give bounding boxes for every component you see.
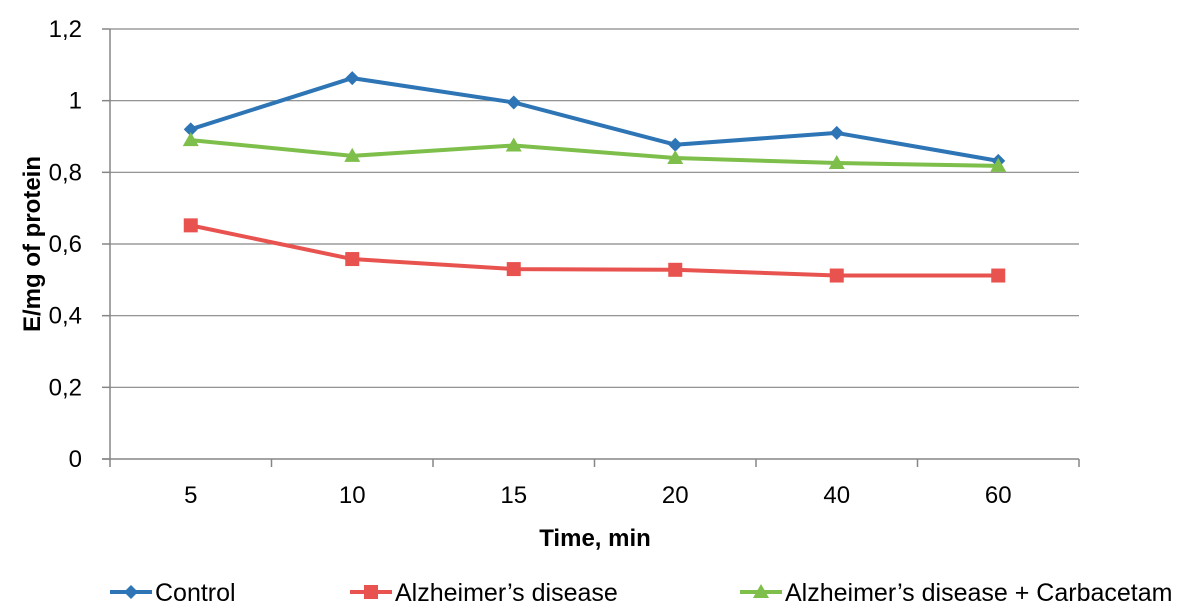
axes	[102, 29, 1079, 460]
series-line	[190, 223, 999, 278]
x-axis-title: Time, min	[539, 525, 651, 552]
x-tick-labels: 5 10 15 20 40 60	[109, 459, 1080, 509]
data-point	[183, 122, 198, 137]
data-point	[990, 157, 1007, 172]
y-tick-label: 0,2	[49, 374, 82, 401]
data-point	[182, 132, 199, 147]
data-point	[505, 137, 522, 152]
y-tick-label: 0,8	[49, 159, 82, 186]
legend-label: Alzheimer’s disease	[395, 579, 618, 604]
x-tick-label: 15	[500, 482, 527, 509]
y-axis-title: E/mg of protein	[19, 156, 46, 332]
legend-marker	[124, 585, 138, 599]
y-tick-label: 0,6	[49, 231, 82, 258]
series-0	[183, 71, 1006, 168]
x-tick-label: 10	[339, 482, 366, 509]
y-tick-labels: 0 0,2 0,4 0,6 0,8 1 1,2	[49, 16, 82, 473]
legend-label: Control	[155, 579, 236, 604]
data-point	[991, 268, 1006, 283]
data-point	[344, 147, 361, 162]
data-point	[506, 262, 521, 277]
x-tick-label: 20	[662, 482, 689, 509]
data-point	[345, 252, 360, 267]
series-layer	[182, 71, 1007, 283]
y-tick-label: 1,2	[49, 16, 82, 43]
x-tick-label: 5	[184, 482, 197, 509]
data-point	[667, 150, 684, 164]
data-point	[183, 218, 198, 233]
data-point	[829, 268, 844, 283]
legend-item: Alzheimer’s disease	[350, 579, 618, 604]
gridlines	[102, 28, 1079, 460]
data-point	[668, 137, 683, 152]
x-tick-label: 60	[985, 482, 1012, 509]
series-2	[182, 132, 1007, 172]
legend: Control Alzheimer’s disease Alzheimer’s di…	[110, 579, 1172, 604]
data-point	[345, 71, 360, 86]
legend-marker	[753, 584, 769, 598]
data-point	[828, 155, 845, 170]
series-line	[190, 138, 999, 168]
legend-item: Alzheimer’s disease + Carbacetam	[740, 579, 1172, 604]
series-1	[183, 218, 1006, 283]
data-point	[506, 95, 521, 110]
data-point	[829, 125, 844, 140]
y-tick-label: 0,4	[49, 303, 82, 330]
legend-item: Control	[110, 579, 236, 604]
data-point	[668, 262, 683, 277]
legend-marker	[364, 585, 378, 599]
series-line	[190, 76, 999, 163]
y-tick-label: 0	[69, 446, 82, 473]
legend-label: Alzheimer’s disease + Carbacetam	[785, 579, 1172, 604]
x-tick-label: 40	[823, 482, 850, 509]
y-tick-label: 1	[69, 88, 82, 115]
